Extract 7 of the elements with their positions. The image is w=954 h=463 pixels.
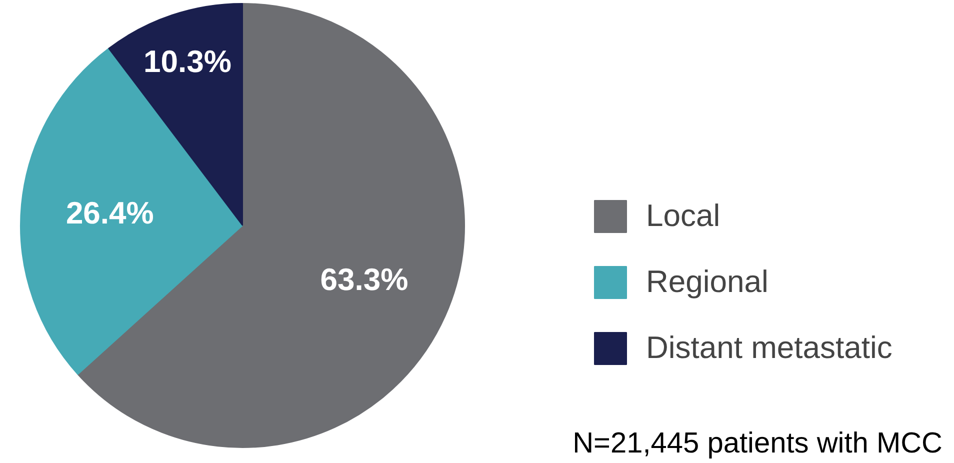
legend-label: Local bbox=[646, 198, 720, 234]
data-label: 63.3% bbox=[320, 262, 408, 298]
data-label: 26.4% bbox=[66, 195, 154, 230]
legend-label: Regional bbox=[646, 264, 768, 300]
data-label: 10.3% bbox=[143, 44, 232, 79]
legend-label: Distant metastatic bbox=[646, 330, 892, 366]
text: N=21,445 patients with MCC bbox=[572, 428, 943, 460]
